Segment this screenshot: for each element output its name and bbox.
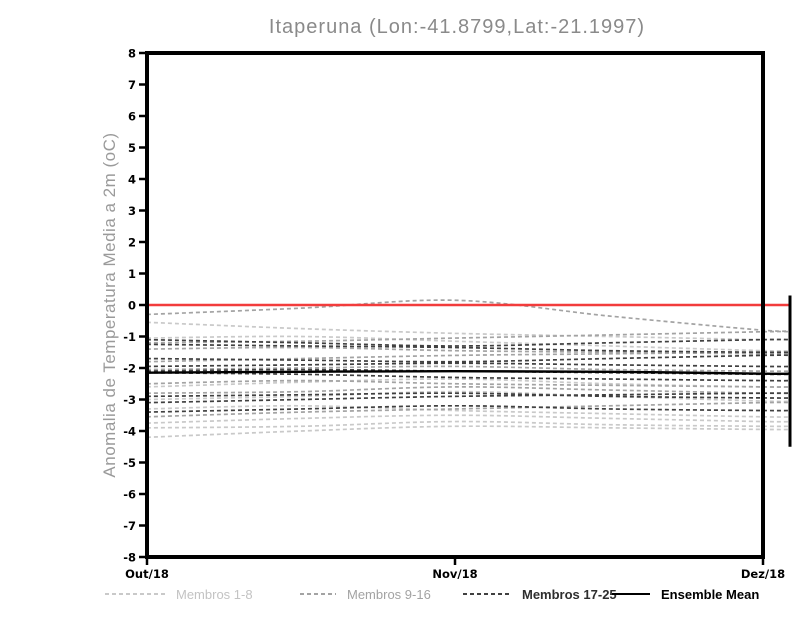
ensemble-mean-line	[146, 369, 791, 376]
member-line-1	[146, 321, 791, 341]
member-line-16	[146, 401, 791, 418]
legend-label: Membros 9-16	[347, 586, 431, 602]
y-tick-label: 1	[128, 267, 136, 281]
y-tick-label: 5	[128, 141, 136, 155]
legend-label: Ensemble Mean	[661, 586, 760, 602]
y-tick-label: -6	[123, 488, 136, 502]
y-tick-label: 2	[128, 236, 136, 250]
chart-legend: Membros 1-8 Membros 9-16 Membros 17-25 E…	[0, 586, 800, 604]
member-line-13	[146, 365, 791, 373]
x-tick-label: Dez/18	[741, 567, 785, 581]
solid-line-sample-icon	[612, 593, 650, 595]
y-tick-label: 7	[128, 78, 136, 92]
member-line-24	[146, 392, 791, 404]
legend-item-membros-17-25: Membros 17-25	[463, 586, 617, 602]
member-line-17	[146, 338, 791, 347]
member-line-18	[146, 343, 791, 354]
member-line-14	[146, 379, 791, 388]
member-line-15	[146, 386, 791, 395]
dashed-line-sample-icon	[300, 593, 336, 595]
member-line-7	[146, 420, 791, 429]
legend-item-membros-1-8: Membros 1-8	[105, 586, 253, 602]
dashed-line-sample-icon	[105, 593, 165, 595]
member-line-9	[146, 299, 791, 333]
x-tick-label: Nov/18	[432, 567, 477, 581]
dashed-line-sample-icon	[463, 593, 511, 595]
y-tick-label: 4	[128, 173, 136, 187]
member-line-4	[146, 390, 791, 403]
y-tick-label: 3	[128, 204, 136, 218]
y-tick-label: -5	[123, 456, 136, 470]
member-line-23	[146, 392, 791, 399]
member-line-19	[146, 354, 791, 363]
y-tick-label: -8	[123, 551, 136, 565]
y-tick-label: -7	[123, 519, 136, 533]
member-line-2	[146, 335, 791, 352]
y-tick-label: -1	[123, 330, 136, 344]
member-line-25	[146, 404, 791, 413]
member-line-6	[146, 414, 791, 424]
y-tick-label: 6	[128, 110, 136, 124]
legend-label: Membros 17-25	[522, 586, 617, 602]
y-tick-label: -4	[123, 425, 136, 439]
member-line-8	[146, 425, 791, 439]
y-tick-label: -2	[123, 362, 136, 376]
y-tick-label: 0	[128, 299, 136, 313]
chart-title: Itaperuna (Lon:-41.8799,Lat:-21.1997)	[268, 16, 646, 38]
y-tick-label: 8	[128, 47, 136, 61]
legend-label: Membros 1-8	[176, 586, 253, 602]
member-line-22	[146, 371, 791, 382]
y-tick-label: -3	[123, 393, 136, 407]
x-tick-label: Out/18	[125, 567, 169, 581]
legend-item-ensemble-mean: Ensemble Mean	[612, 586, 759, 602]
legend-item-membros-9-16: Membros 9-16	[300, 586, 431, 602]
member-line-20	[146, 362, 791, 368]
member-line-10	[146, 330, 791, 344]
member-line-11	[146, 346, 791, 355]
member-line-5	[146, 404, 791, 418]
